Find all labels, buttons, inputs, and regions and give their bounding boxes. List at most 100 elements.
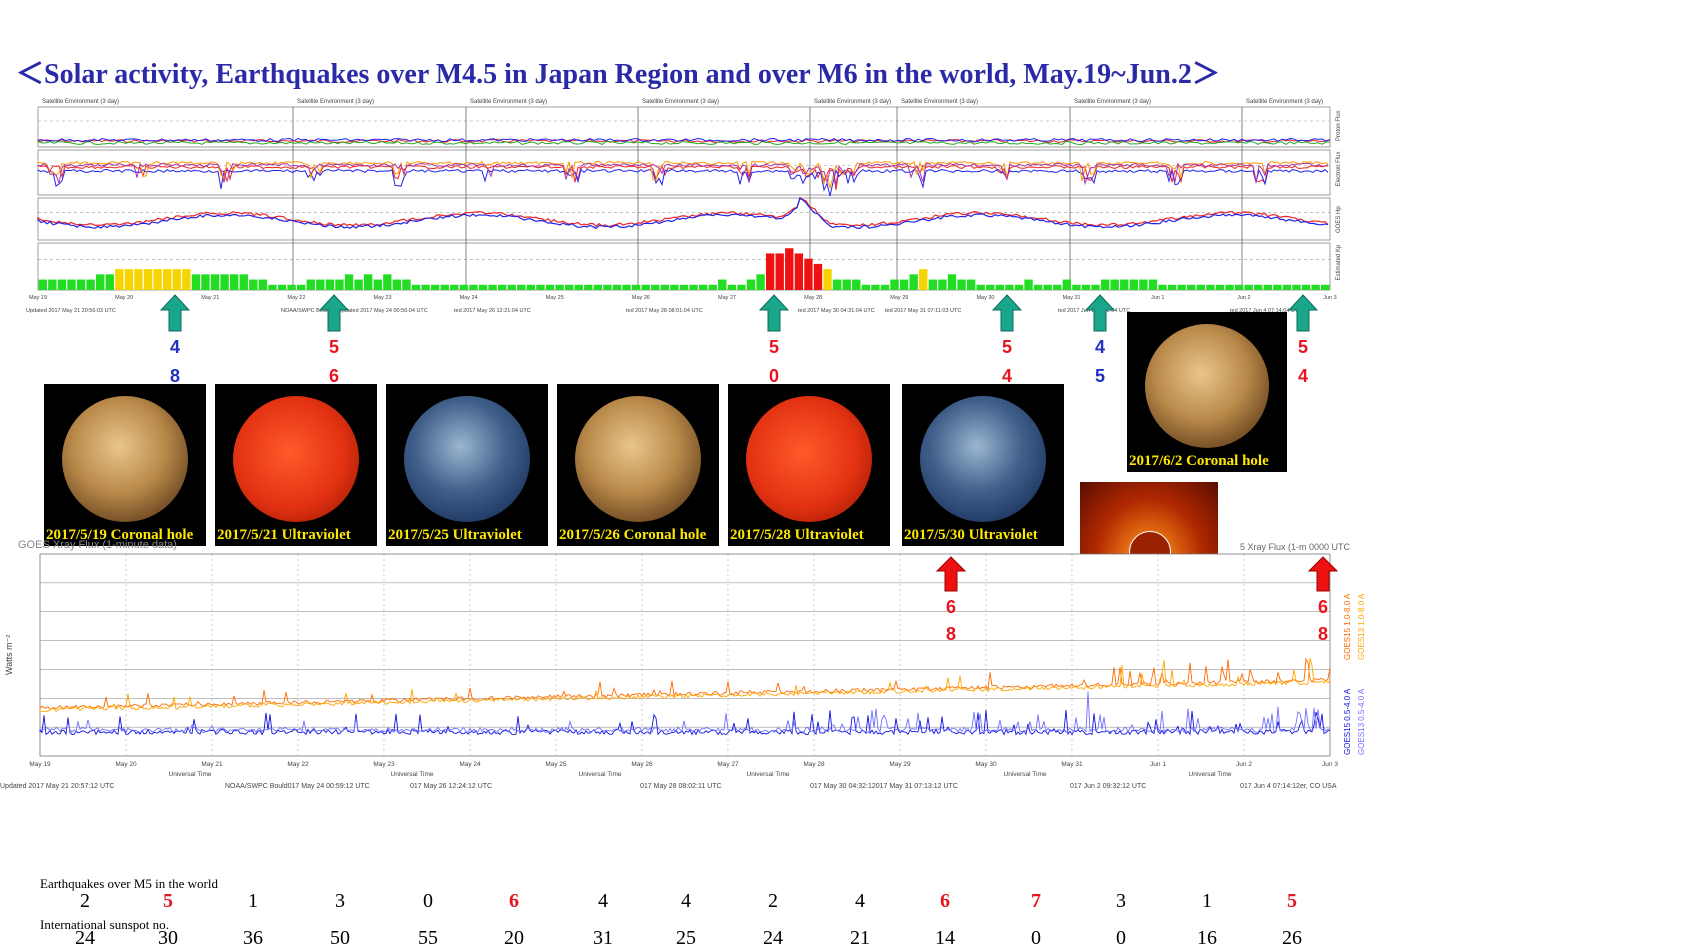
sat-update-line: Updated 2017 May 21 20:56:03 UTC xyxy=(26,308,116,314)
sat-update-line: ted 2017 May 30 04:31:04 UTC xyxy=(798,308,875,314)
kp-bar xyxy=(402,279,411,290)
kp-bar xyxy=(191,274,201,290)
sun-image-caption: 2017/5/28 Ultraviolet xyxy=(730,527,864,543)
sunspot-number: 36 xyxy=(243,927,263,949)
quake-count: 4 xyxy=(855,890,865,912)
kp-bar xyxy=(172,269,181,290)
kp-bar xyxy=(698,284,708,290)
kp-bar xyxy=(383,274,392,290)
kp-bar xyxy=(220,274,229,290)
quake-count: 7 xyxy=(1031,890,1041,912)
sun-image-card: 2017/5/21 Ultraviolet xyxy=(215,384,377,546)
green-arrow-icon xyxy=(758,294,790,332)
kp-bar xyxy=(143,269,153,290)
kp-bar xyxy=(612,284,622,290)
sun-image-caption: 2017/5/21 Ultraviolet xyxy=(217,527,351,543)
kp-bar xyxy=(909,274,918,290)
xray-date-label: Jun 1 xyxy=(1150,761,1166,768)
kp-bar xyxy=(966,279,976,290)
kp-bar xyxy=(1100,279,1110,290)
kp-bar xyxy=(124,269,134,290)
kp-bar xyxy=(354,279,363,290)
kp-bar xyxy=(852,279,861,290)
kp-bar xyxy=(727,284,737,290)
xray-update-line: 017 Jun 2 09:32:12 UTC xyxy=(1070,783,1146,790)
sun-image-card: 2017/5/19 Coronal hole xyxy=(44,384,206,546)
kp-bar xyxy=(1081,284,1091,290)
sunspot-number: 55 xyxy=(418,927,438,949)
xray-date-label: May 25 xyxy=(545,761,567,768)
xray-date-label: May 19 xyxy=(29,761,51,768)
green-arrow-icon xyxy=(1084,294,1116,332)
kp-bar xyxy=(1301,284,1311,290)
xray-date-label: Jun 2 xyxy=(1236,761,1252,768)
xray-update-line: 017 May 30 04:32:12017 May 31 07:13:12 U… xyxy=(810,783,958,790)
kp-bar xyxy=(622,284,631,290)
kp-bar xyxy=(297,284,306,290)
kp-bar xyxy=(660,284,670,290)
xray-universal-time: Universal Time xyxy=(579,771,622,778)
xray-update-line: NOAA/SWPC Bould017 May 24 00:59:12 UTC xyxy=(225,783,370,790)
kp-bar xyxy=(76,279,86,290)
kp-bar xyxy=(363,274,373,290)
sun-image-caption: 2017/6/2 Coronal hole xyxy=(1129,453,1269,469)
kp-bar xyxy=(651,284,660,290)
kp-bar xyxy=(1244,284,1253,290)
kp-bar xyxy=(861,284,871,290)
xray-flux-chart: GOES Xray Flux (1-minute data) 5 Xray Flu… xyxy=(0,540,1366,790)
kp-bar xyxy=(268,284,277,290)
xray-long-series xyxy=(39,657,1331,711)
xray-legend-label: GOES15 1.0-8.0 A xyxy=(1343,593,1352,660)
kp-bar xyxy=(57,279,67,290)
sun-disc xyxy=(1144,323,1270,449)
sunspot-number: 50 xyxy=(330,927,350,949)
sunspot-number: 24 xyxy=(763,927,783,949)
sunspot-number: 0 xyxy=(1031,927,1041,949)
kp-bar xyxy=(1321,284,1330,290)
kp-bar xyxy=(555,284,564,290)
sat-panel-header: Satellite Environment (3 day) xyxy=(297,99,374,105)
sat-row-frame xyxy=(37,149,1331,196)
quake-row-label: Earthquakes over M5 in the world xyxy=(40,876,218,891)
kp-bar xyxy=(947,274,957,290)
sat-update-line: ted 2017 May 26 12:21:04 UTC xyxy=(454,308,531,314)
red-arrow-number-bottom: 8 xyxy=(1317,624,1328,644)
xray-date-label: May 30 xyxy=(975,761,997,768)
sun-image-card: 2017/5/28 Ultraviolet xyxy=(728,384,890,546)
kp-bar xyxy=(115,269,124,290)
kp-bar xyxy=(344,274,354,290)
kp-bar xyxy=(593,284,603,290)
kp-bar xyxy=(1053,284,1062,290)
goes-hp-line xyxy=(37,197,1329,230)
kp-bar xyxy=(497,284,507,290)
xray-universal-time: Universal Time xyxy=(747,771,790,778)
xray-date-label: May 24 xyxy=(459,761,481,768)
kp-bar xyxy=(38,279,47,290)
sun-disc xyxy=(574,395,702,523)
red-arrow-icon xyxy=(935,556,967,592)
quake-count: 1 xyxy=(248,890,258,912)
sat-date-label: May 26 xyxy=(632,295,650,301)
kp-bar xyxy=(163,269,172,290)
xray-ylabel: Watts m⁻² xyxy=(4,635,14,675)
sun-image-caption: 2017/5/26 Coronal hole xyxy=(559,527,707,543)
red-arrow-number-bottom: 8 xyxy=(945,624,956,644)
xray-legend-label: GOES13 1.0-8.0 A xyxy=(1357,593,1366,660)
kp-bar xyxy=(1005,284,1014,290)
xray-date-label: May 20 xyxy=(115,761,137,768)
satellite-environment-chart: Proton Flux Electron Flux GOES Hp Estimated… xyxy=(26,99,1342,314)
kp-bar xyxy=(1158,284,1167,290)
sat-date-label: May 25 xyxy=(546,295,564,301)
kp-bar xyxy=(201,274,210,290)
kp-bar xyxy=(1062,279,1071,290)
kp-bar xyxy=(880,284,890,290)
kp-bar xyxy=(1129,279,1138,290)
red-arrow-number-top: 6 xyxy=(945,597,956,617)
xray-header-right: 5 Xray Flux (1-m 0000 UTC xyxy=(1240,542,1351,552)
goes-hp-line xyxy=(37,196,1329,228)
xray-legend-label: GOES13 0.5-4.0 A xyxy=(1357,688,1366,755)
kp-bar xyxy=(153,269,162,290)
kp-bar xyxy=(938,279,947,290)
